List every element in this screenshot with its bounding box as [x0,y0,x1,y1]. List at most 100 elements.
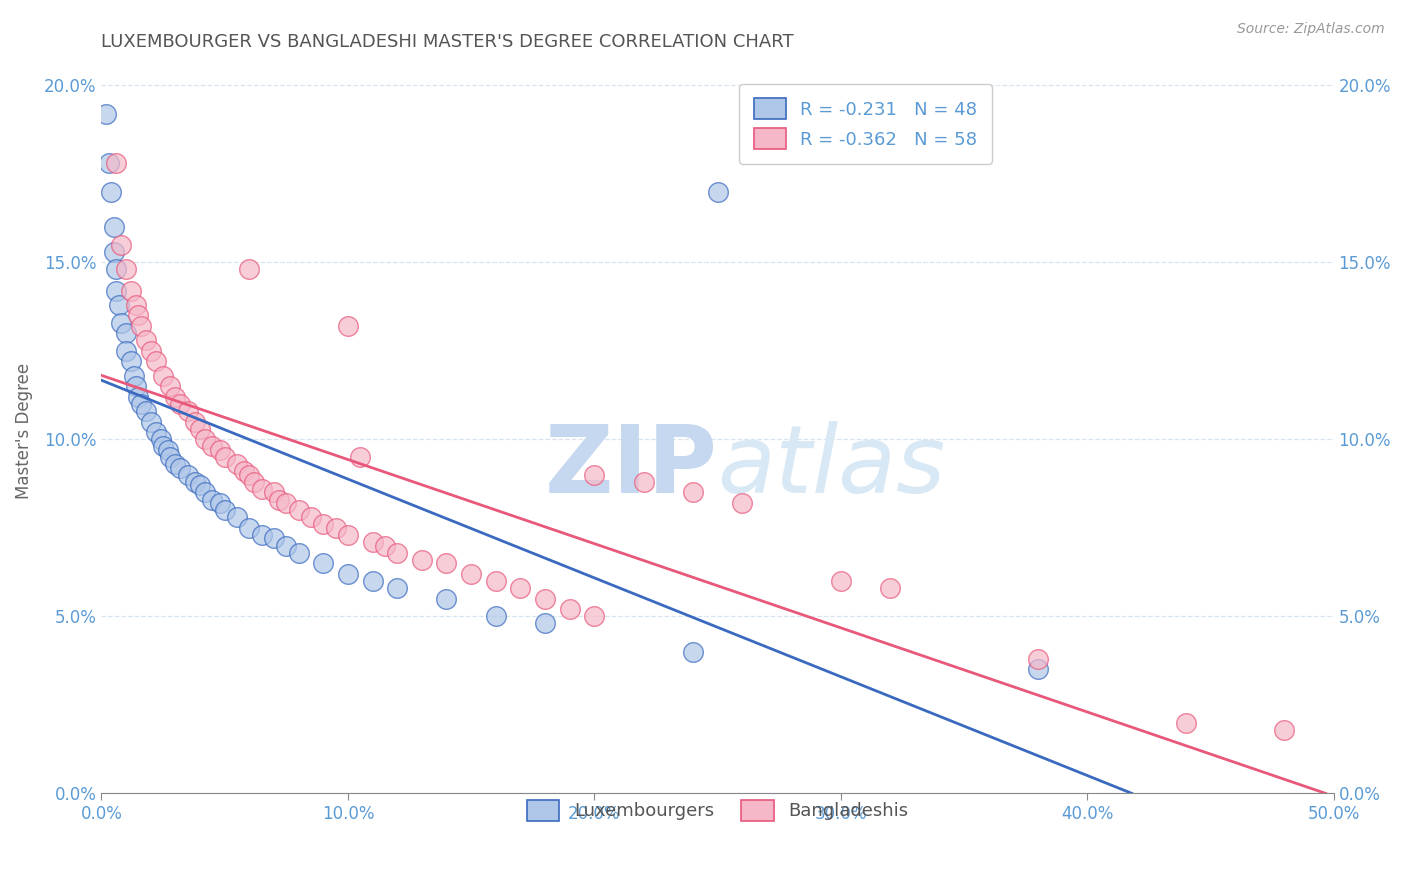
Point [1174,715,1197,730]
Point [1026,663,1049,677]
Point [105,156,128,170]
Point [485,574,508,588]
Point [145,425,167,440]
Point [238,262,260,277]
Point [276,496,298,510]
Point [534,591,557,606]
Point [682,485,704,500]
Point [214,450,236,464]
Point [152,368,174,383]
Point [184,415,207,429]
Point [436,556,458,570]
Point [120,284,142,298]
Point [177,467,200,482]
Point [125,298,148,312]
Point [103,244,125,259]
Point [1026,652,1049,666]
Point [534,616,557,631]
Point [194,433,217,447]
Point [188,478,211,492]
Point [1272,723,1295,737]
Point [208,442,231,457]
Text: atlas: atlas [717,421,946,512]
Point [731,496,754,510]
Point [879,581,901,595]
Point [100,185,122,199]
Point [105,284,128,298]
Point [152,439,174,453]
Point [208,496,231,510]
Text: ZIP: ZIP [544,421,717,513]
Point [139,415,162,429]
Point [336,566,359,581]
Point [287,503,309,517]
Point [250,528,273,542]
Point [107,298,129,312]
Point [706,185,728,199]
Point [165,457,187,471]
Point [633,475,655,489]
Point [129,319,152,334]
Text: LUXEMBOURGER VS BANGLADESHI MASTER'S DEGREE CORRELATION CHART: LUXEMBOURGER VS BANGLADESHI MASTER'S DEG… [101,33,794,51]
Point [250,482,273,496]
Point [159,379,181,393]
Point [312,556,335,570]
Point [188,422,211,436]
Point [149,433,172,447]
Point [97,156,120,170]
Point [336,319,359,334]
Point [110,237,132,252]
Point [127,309,149,323]
Point [243,475,266,489]
Point [436,591,458,606]
Point [238,521,260,535]
Point [830,574,852,588]
Point [509,581,531,595]
Point [139,343,162,358]
Point [361,535,384,549]
Point [122,368,145,383]
Point [201,439,224,453]
Legend: Luxembourgers, Bangladeshis: Luxembourgers, Bangladeshis [513,785,922,835]
Point [169,397,191,411]
Point [125,379,148,393]
Point [169,460,191,475]
Point [287,546,309,560]
Point [411,552,433,566]
Point [156,442,179,457]
Point [177,404,200,418]
Point [583,609,606,624]
Point [201,492,224,507]
Point [485,609,508,624]
Point [233,464,256,478]
Point [184,475,207,489]
Point [349,450,371,464]
Point [374,539,396,553]
Point [159,450,181,464]
Point [110,316,132,330]
Point [299,510,322,524]
Point [226,457,249,471]
Point [336,528,359,542]
Point [214,503,236,517]
Point [263,485,285,500]
Point [129,397,152,411]
Point [312,517,335,532]
Point [115,343,138,358]
Point [105,262,128,277]
Point [115,262,138,277]
Y-axis label: Master's Degree: Master's Degree [15,362,32,499]
Point [583,467,606,482]
Point [135,333,157,347]
Point [267,492,290,507]
Point [361,574,384,588]
Point [120,354,142,368]
Point [226,510,249,524]
Point [135,404,157,418]
Point [145,354,167,368]
Point [96,106,118,120]
Point [460,566,482,581]
Point [263,532,285,546]
Point [127,390,149,404]
Point [325,521,347,535]
